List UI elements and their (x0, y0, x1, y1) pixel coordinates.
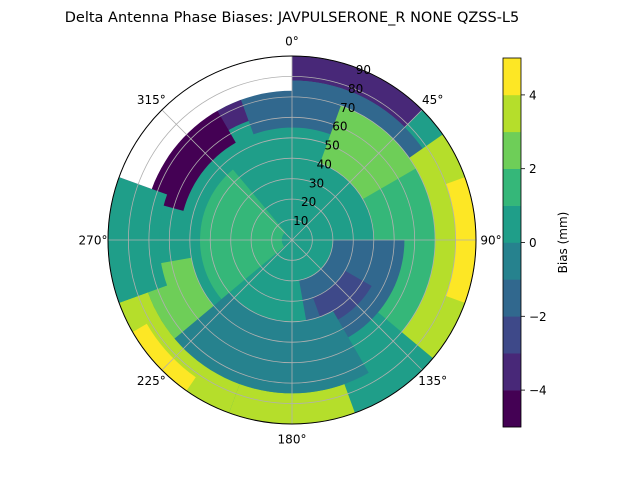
colorbar-tick-label: −2 (529, 310, 547, 324)
angle-tick-label: 45° (422, 93, 443, 107)
angular-gridline (161, 239, 293, 371)
angle-tick-label: 0° (285, 35, 299, 49)
angle-tick-label: 90° (480, 234, 501, 248)
colorbar-band (503, 131, 521, 169)
radial-tick-label: 30 (309, 176, 324, 190)
radial-tick-label: 40 (317, 157, 332, 171)
angle-tick-label: 135° (418, 374, 447, 388)
colorbar-tick-label: 2 (529, 162, 537, 176)
colorbar-band (503, 279, 521, 317)
radial-tick-label: 10 (293, 214, 308, 228)
angle-tick-label: 180° (278, 433, 307, 447)
polar-grid (107, 55, 477, 425)
angle-tick-label: 315° (137, 93, 166, 107)
colorbar-band (503, 316, 521, 354)
radial-tick-label: 20 (301, 195, 316, 209)
colorbar-band (503, 94, 521, 133)
colorbar-band (503, 205, 521, 243)
colorbar-tick-label: 0 (529, 236, 537, 250)
contour-region-north-east-edge (292, 56, 423, 128)
contour-region-southwest-edge-peak (132, 323, 196, 391)
radial-tick-label: 60 (332, 120, 347, 134)
contour-region-center-west (200, 169, 286, 300)
colorbar-ticks: −4 −2 0 2 4 (521, 88, 547, 398)
colorbar-tick-label: 4 (529, 88, 537, 102)
colorbar-band (503, 353, 521, 391)
colorbar-tick-label: −4 (529, 384, 547, 398)
colorbar-band (503, 242, 521, 280)
angle-tick-label: 270° (79, 234, 108, 248)
colorbar-bands (503, 58, 521, 428)
contour-region-south-mid (174, 292, 369, 394)
angle-tick-labels: 0° 45° 90° 135° 180° 225° 270° 315° (79, 35, 502, 447)
polar-plot-area: 0° 45° 90° 135° 180° 225° 270° 315° 10 20 30 40 50 6… (79, 35, 502, 447)
colorbar: −4 −2 0 2 4 Bias (mm) (502, 57, 570, 428)
colorbar-band (503, 58, 521, 96)
chart-title: Delta Antenna Phase Biases: JAVPULSERONE… (65, 10, 520, 26)
radial-tick-label: 80 (348, 82, 363, 96)
contour-region-center-southeast-low (313, 270, 372, 327)
colorbar-label: Bias (mm) (556, 212, 570, 274)
radial-tick-label: 50 (324, 139, 339, 153)
radial-tick-label: 70 (340, 101, 355, 115)
angle-tick-label: 225° (137, 374, 166, 388)
radial-tick-label: 90 (356, 63, 371, 77)
radial-tick-labels: 10 20 30 40 50 60 70 80 90 (293, 63, 371, 228)
angular-gridline (291, 109, 423, 241)
colorbar-band (503, 168, 521, 206)
angular-gridline (291, 239, 423, 371)
no-data-sector (119, 56, 292, 189)
polar-outline (107, 55, 477, 425)
angular-gridline (161, 109, 293, 241)
colorbar-band (503, 390, 521, 428)
